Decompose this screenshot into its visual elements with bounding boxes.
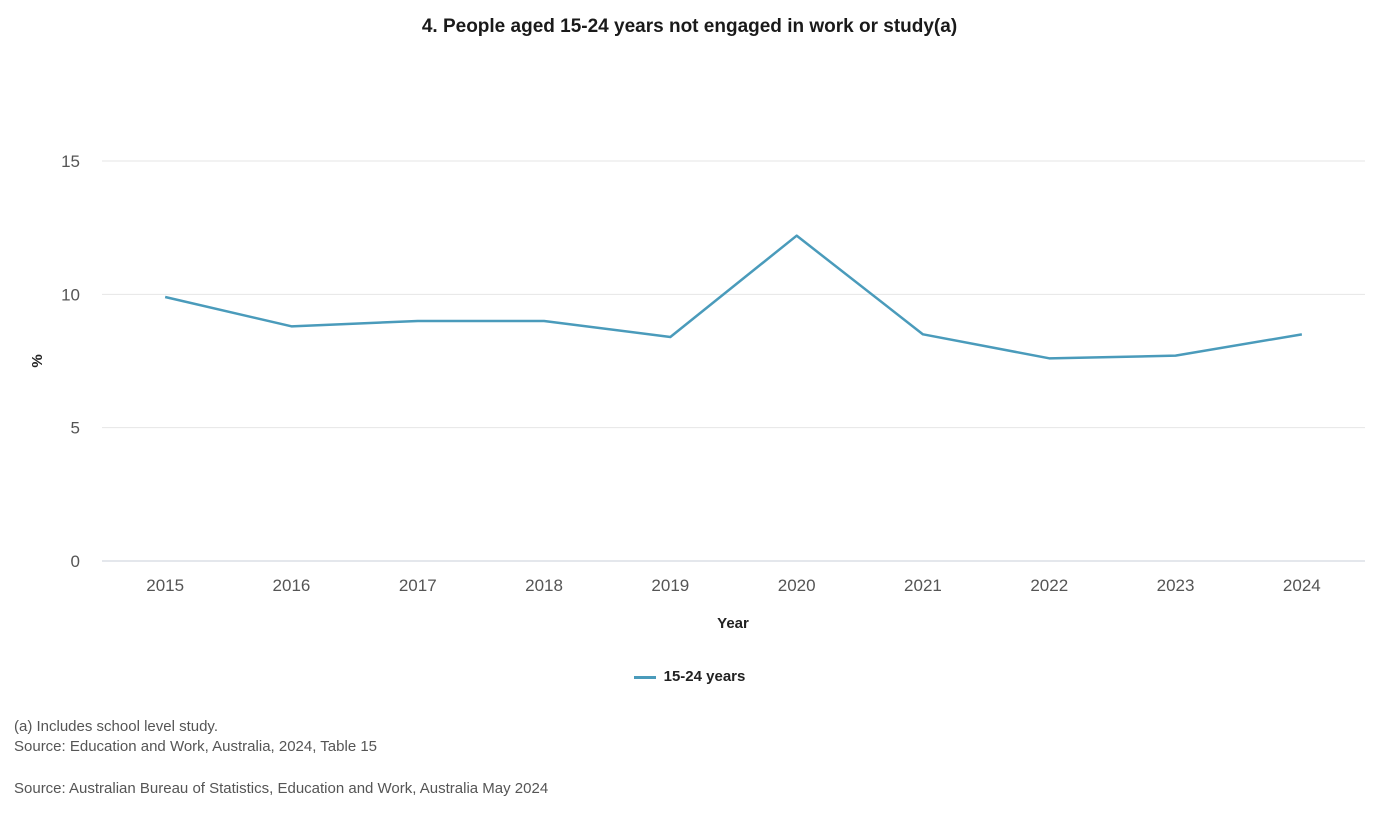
x-tick-label: 2016 xyxy=(273,576,311,595)
data-point[interactable] xyxy=(285,320,297,332)
footnote: Source: Education and Work, Australia, 2… xyxy=(14,738,378,755)
x-tick-label: 2021 xyxy=(904,576,942,595)
y-axis-title: % xyxy=(29,354,46,367)
x-axis-title: Year xyxy=(717,615,749,632)
data-point[interactable] xyxy=(664,331,676,343)
data-point[interactable] xyxy=(159,291,171,303)
x-tick-label: 2015 xyxy=(146,576,184,595)
footnote: (a) Includes school level study. xyxy=(14,718,218,735)
x-tick-label: 2017 xyxy=(399,576,437,595)
data-point[interactable] xyxy=(917,328,929,340)
legend-label: 15-24 years xyxy=(663,668,746,685)
data-point[interactable] xyxy=(1170,350,1182,362)
x-tick-label: 2019 xyxy=(651,576,689,595)
data-point[interactable] xyxy=(538,315,550,327)
y-tick-label: 10 xyxy=(61,285,80,304)
footnotes: (a) Includes school level study. Source:… xyxy=(14,717,377,757)
series-line xyxy=(164,234,1303,360)
y-tick-label: 5 xyxy=(71,419,80,438)
data-point[interactable] xyxy=(1296,328,1308,340)
y-tick-label: 0 xyxy=(71,552,80,571)
x-tick-label: 2023 xyxy=(1157,576,1195,595)
data-point[interactable] xyxy=(412,315,424,327)
x-tick-label: 2018 xyxy=(525,576,563,595)
legend-swatch xyxy=(633,675,656,679)
x-tick-label: 2020 xyxy=(778,576,816,595)
data-point[interactable] xyxy=(791,230,803,242)
x-tick-label: 2022 xyxy=(1030,576,1068,595)
y-tick-label: 15 xyxy=(61,152,80,171)
chart-title: 4. People aged 15-24 years not engaged i… xyxy=(421,16,958,37)
data-point[interactable] xyxy=(1043,352,1055,364)
x-tick-label: 2024 xyxy=(1283,576,1321,595)
legend: 15-24 years xyxy=(0,668,1379,685)
source-note: Source: Australian Bureau of Statistics,… xyxy=(14,780,549,797)
